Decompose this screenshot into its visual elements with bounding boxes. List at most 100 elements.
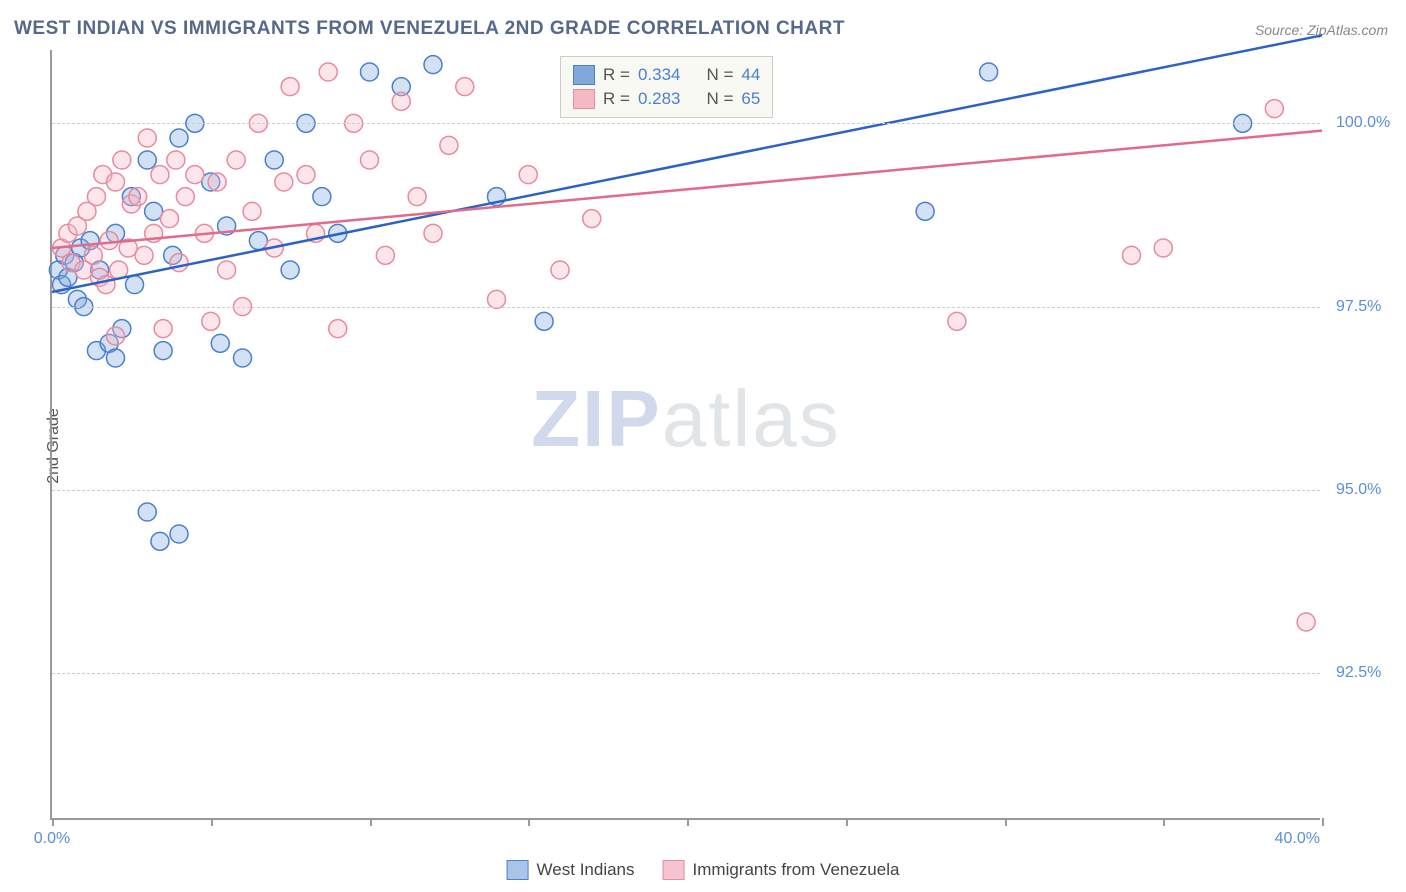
data-point <box>227 151 245 169</box>
series-legend: West Indians Immigrants from Venezuela <box>507 860 900 880</box>
data-point <box>488 290 506 308</box>
chart-title: WEST INDIAN VS IMMIGRANTS FROM VENEZUELA… <box>14 18 845 40</box>
data-point <box>107 349 125 367</box>
data-point <box>519 166 537 184</box>
data-point <box>234 349 252 367</box>
x-tick <box>211 818 213 826</box>
x-tick <box>846 818 848 826</box>
data-point <box>170 525 188 543</box>
data-point <box>138 503 156 521</box>
data-point <box>1123 246 1141 264</box>
x-tick <box>1322 818 1324 826</box>
data-point <box>408 188 426 206</box>
data-point <box>313 188 331 206</box>
r-label: R = <box>603 89 630 109</box>
correlation-legend-row: R =0.283N =65 <box>573 87 760 111</box>
x-tick <box>528 818 530 826</box>
x-tick <box>1163 818 1165 826</box>
gridline <box>52 307 1320 308</box>
data-point <box>392 92 410 110</box>
correlation-legend: R =0.334N =44R =0.283N =65 <box>560 56 773 118</box>
data-point <box>265 151 283 169</box>
trend-line <box>52 131 1322 248</box>
x-tick <box>687 818 689 826</box>
data-point <box>361 151 379 169</box>
data-point <box>281 261 299 279</box>
data-point <box>535 312 553 330</box>
correlation-legend-row: R =0.334N =44 <box>573 63 760 87</box>
legend-swatch <box>573 65 595 85</box>
data-point <box>176 188 194 206</box>
data-point <box>424 224 442 242</box>
gridline <box>52 490 1320 491</box>
data-point <box>154 342 172 360</box>
data-point <box>208 173 226 191</box>
data-point <box>100 232 118 250</box>
data-point <box>281 78 299 96</box>
data-point <box>1154 239 1172 257</box>
chart-container: WEST INDIAN VS IMMIGRANTS FROM VENEZUELA… <box>0 0 1406 892</box>
data-point <box>135 246 153 264</box>
data-point <box>424 56 442 74</box>
data-point <box>243 202 261 220</box>
x-tick-label-right: 40.0% <box>1275 830 1320 848</box>
data-point <box>97 276 115 294</box>
data-point <box>456 78 474 96</box>
n-value: 65 <box>741 89 760 109</box>
data-point <box>1265 100 1283 118</box>
data-point <box>1297 613 1315 631</box>
data-point <box>202 312 220 330</box>
series-legend-label: Immigrants from Venezuela <box>693 860 900 880</box>
r-value: 0.283 <box>638 89 681 109</box>
data-point <box>84 246 102 264</box>
plot-area: ZIPatlas R =0.334N =44R =0.283N =65 92.5… <box>50 50 1320 820</box>
data-point <box>551 261 569 279</box>
series-legend-item: Immigrants from Venezuela <box>663 860 900 880</box>
data-point <box>170 254 188 272</box>
data-point <box>126 276 144 294</box>
data-point <box>948 312 966 330</box>
data-point <box>376 246 394 264</box>
x-tick <box>370 818 372 826</box>
data-point <box>138 151 156 169</box>
y-tick-label: 97.5% <box>1336 298 1381 316</box>
data-point <box>275 173 293 191</box>
y-tick-label: 100.0% <box>1336 114 1390 132</box>
data-point <box>583 210 601 228</box>
data-point <box>138 129 156 147</box>
data-point <box>113 151 131 169</box>
data-point <box>329 320 347 338</box>
data-point <box>107 173 125 191</box>
y-tick-label: 92.5% <box>1336 664 1381 682</box>
y-tick-label: 95.0% <box>1336 481 1381 499</box>
data-point <box>154 320 172 338</box>
r-label: R = <box>603 65 630 85</box>
series-legend-item: West Indians <box>507 860 635 880</box>
n-value: 44 <box>741 65 760 85</box>
data-point <box>129 188 147 206</box>
plot-svg <box>52 50 1320 818</box>
data-point <box>916 202 934 220</box>
data-point <box>440 136 458 154</box>
data-point <box>151 532 169 550</box>
data-point <box>151 166 169 184</box>
data-point <box>297 166 315 184</box>
series-legend-label: West Indians <box>537 860 635 880</box>
legend-swatch <box>663 860 685 880</box>
legend-swatch <box>573 89 595 109</box>
data-point <box>361 63 379 81</box>
x-tick <box>1005 818 1007 826</box>
data-point <box>218 261 236 279</box>
data-point <box>186 166 204 184</box>
n-label: N = <box>706 65 733 85</box>
x-tick-label-left: 0.0% <box>34 830 70 848</box>
gridline <box>52 123 1320 124</box>
legend-swatch <box>507 860 529 880</box>
data-point <box>107 327 125 345</box>
data-point <box>170 129 188 147</box>
data-point <box>167 151 185 169</box>
data-point <box>160 210 178 228</box>
data-point <box>211 334 229 352</box>
x-tick <box>52 818 54 826</box>
gridline <box>52 673 1320 674</box>
